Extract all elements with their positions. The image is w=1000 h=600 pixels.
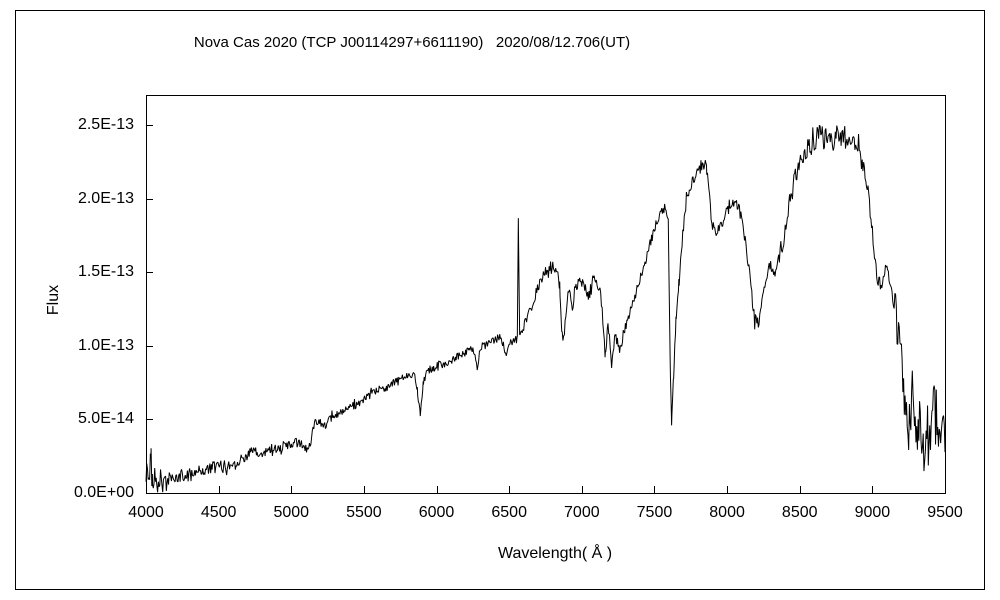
x-tick-label: 5000 [273, 504, 310, 521]
x-tick-label: 6000 [418, 504, 455, 521]
spectrum-line [145, 124, 946, 493]
x-axis-title: Wavelength( Å ) [497, 545, 613, 562]
x-tick-label: 5500 [346, 504, 382, 521]
x-tick-label: 7000 [564, 504, 600, 521]
plot-frame [146, 95, 946, 494]
y-tick-label: 5.0E-14 [77, 410, 134, 428]
x-tick-label: 8500 [781, 504, 818, 521]
chart-title: Nova Cas 2020 (TCP J00114297+6611190) 20… [193, 34, 631, 51]
y-tick-label: 0.0E+00 [73, 484, 134, 501]
x-tick-label: 8000 [709, 504, 745, 521]
x-tick-label: 9000 [854, 504, 891, 521]
x-tick-label: 6500 [491, 504, 527, 521]
y-tick-label: 2.0E-13 [77, 189, 134, 207]
x-tick-label: 9500 [927, 504, 963, 521]
y-tick-label: 2.5E-13 [77, 116, 134, 133]
outer-border [15, 10, 985, 590]
y-tick-label: 1.0E-13 [77, 336, 134, 354]
x-tick-label: 4500 [200, 504, 237, 521]
x-tick-label: 4000 [128, 504, 164, 521]
x-tick-label: 7500 [636, 504, 673, 521]
y-axis-title: Flux [45, 284, 62, 316]
y-tick-label: 1.5E-13 [77, 263, 134, 281]
